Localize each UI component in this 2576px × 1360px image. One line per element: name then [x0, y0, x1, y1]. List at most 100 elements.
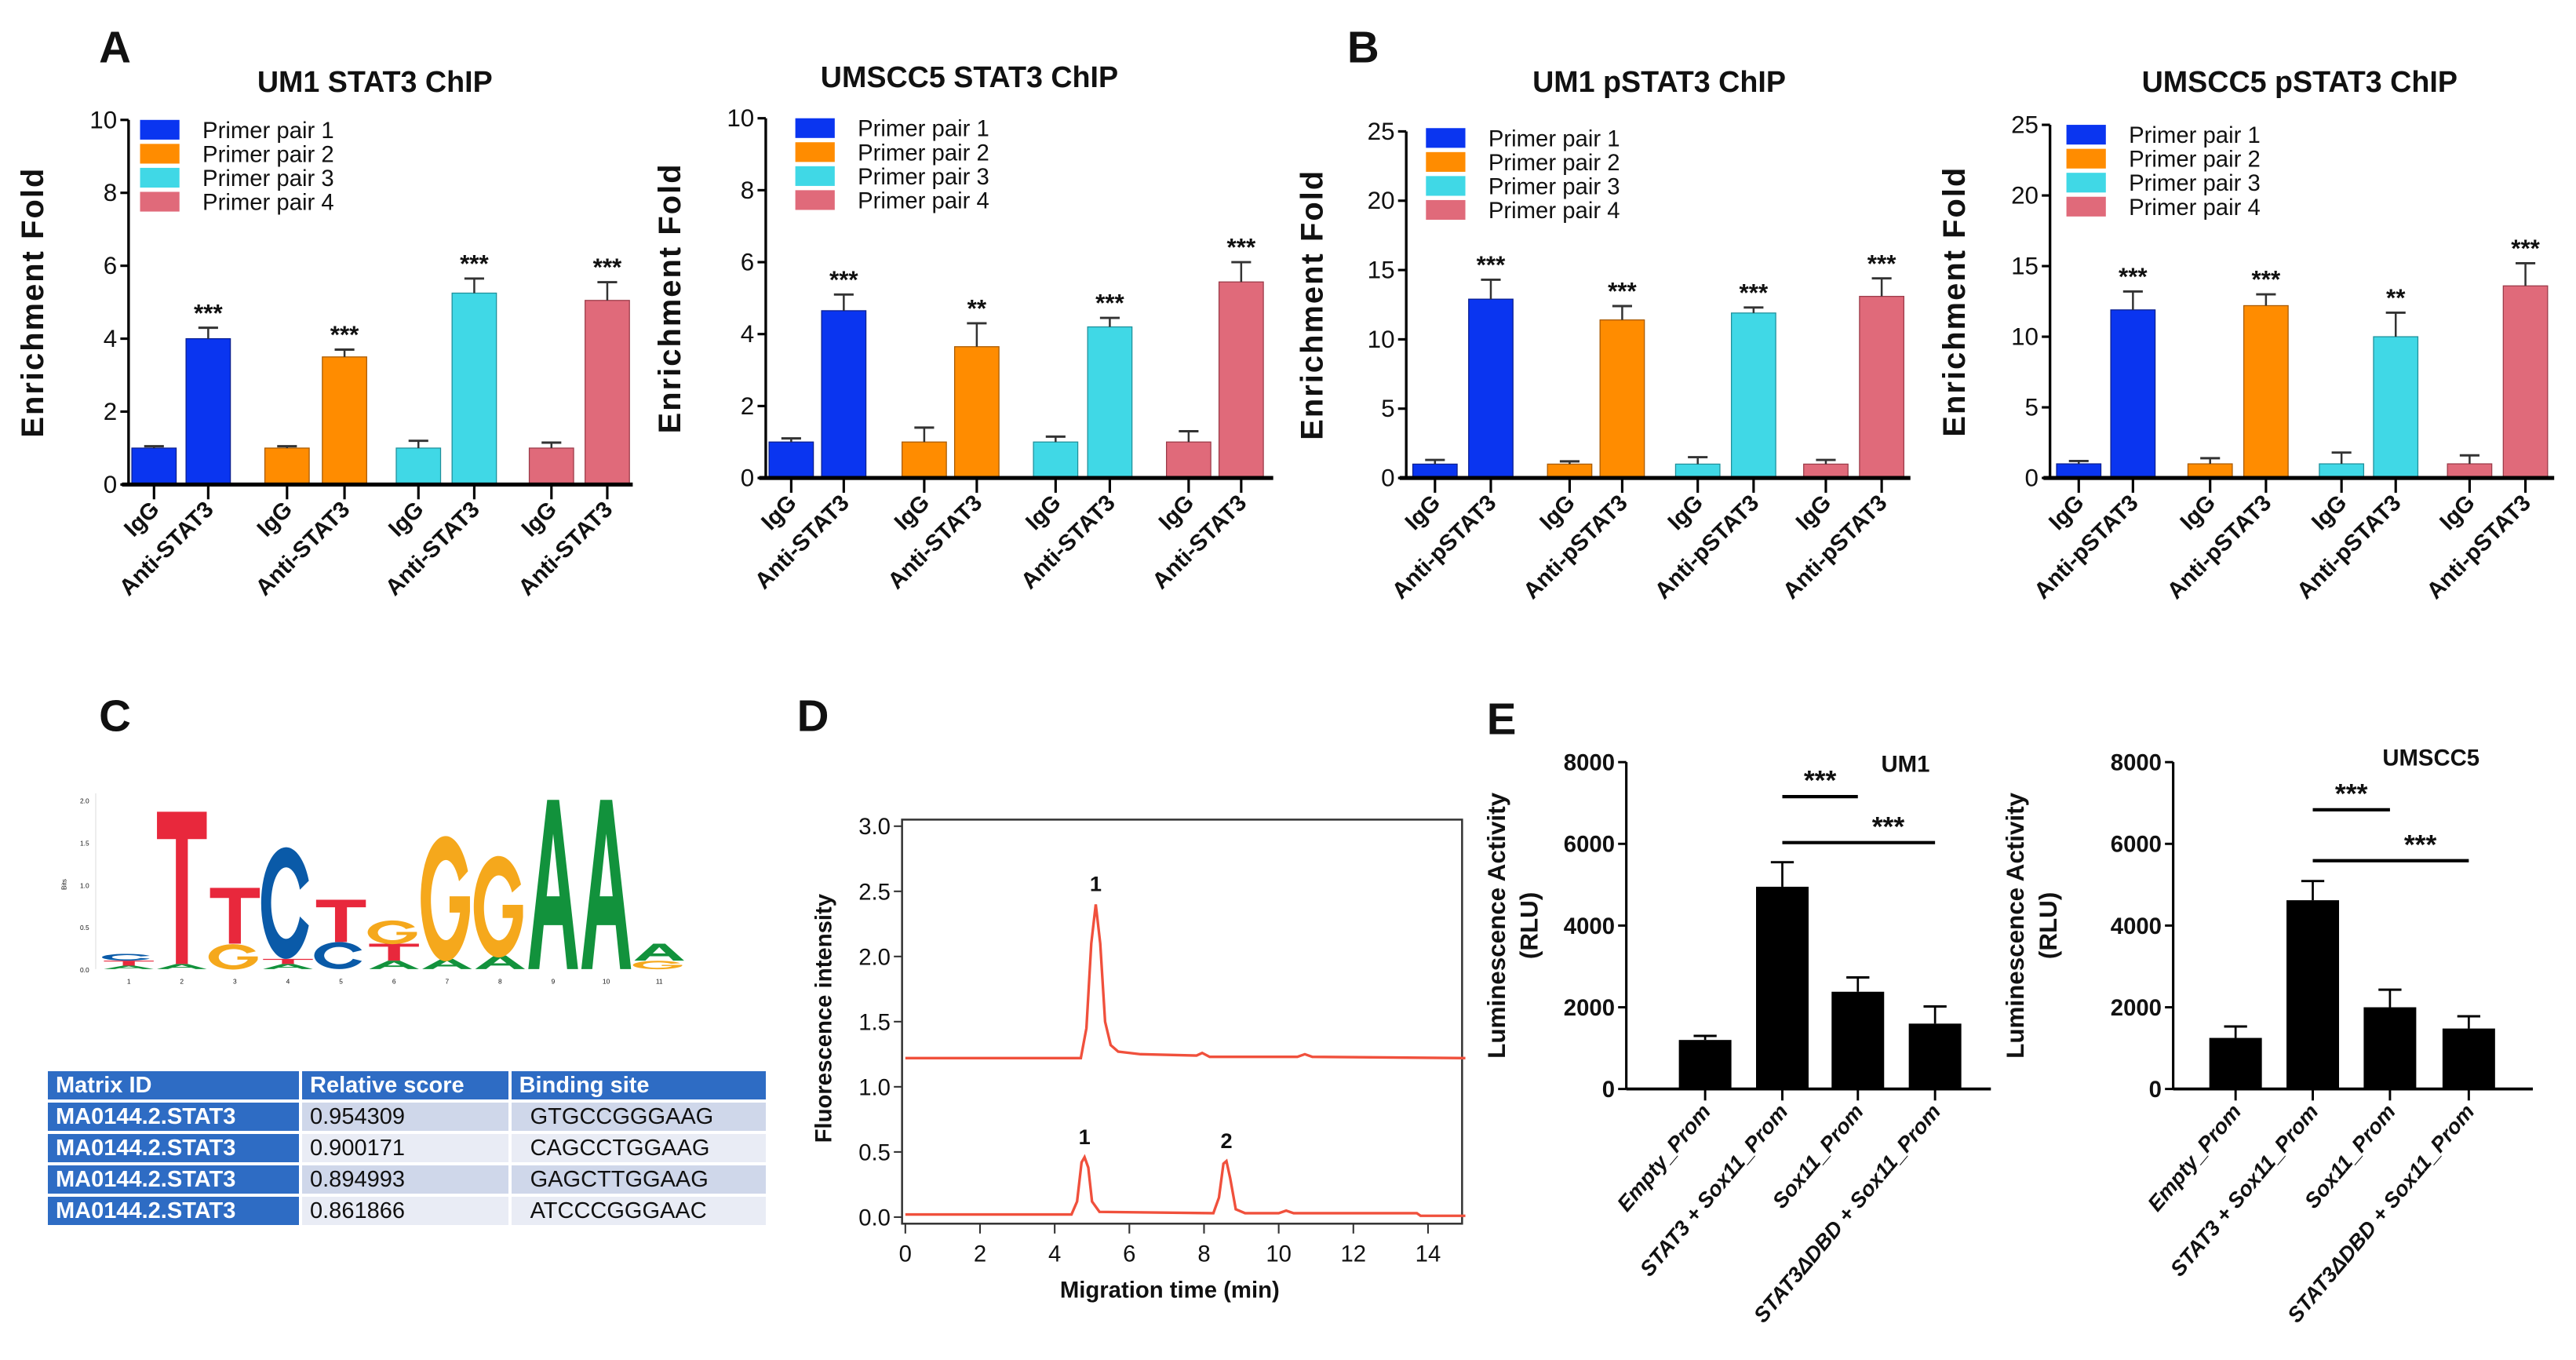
x-tick-label: IgG — [2044, 490, 2090, 535]
table-row: MA0144.2.STAT3 0.894993 GAGCTTGGAAG — [48, 1165, 766, 1194]
legend-swatch — [2066, 125, 2106, 145]
significance-label: *** — [1872, 811, 1905, 842]
legend-label: Primer pair 3 — [858, 164, 989, 190]
bar — [2286, 900, 2340, 1089]
binding-site-cell: CAGCCTGGAAG — [511, 1134, 766, 1162]
bar-igg-primer-pair-3 — [395, 447, 442, 486]
y-tick-label: 25 — [1368, 118, 1395, 145]
logo-position-label: 5 — [339, 978, 343, 986]
significance-label: *** — [1095, 290, 1124, 317]
x-tick-label: IgG — [2435, 490, 2480, 535]
logo-letter-c — [314, 942, 363, 969]
binding-site-cell: GTGCCGGGAAG — [511, 1103, 766, 1131]
header-matrix-id: Matrix ID — [48, 1071, 299, 1099]
x-tick-label: IgG — [252, 497, 297, 542]
logo-letter-g — [632, 961, 683, 970]
x-tick-label: IgG — [1021, 490, 1066, 535]
logo-y-tick: 1.5 — [80, 839, 89, 847]
motif-table: Matrix ID Relative score Binding site MA… — [45, 1068, 769, 1228]
bar-igg-primer-pair-4 — [1803, 463, 1849, 479]
table-row: MA0144.2.STAT3 0.954309 GTGCCGGGAAG — [48, 1103, 766, 1131]
chip-chart-2: UMSCC5 STAT3 ChIP Enrichment Fold 0 2 4 6 8 10 I… — [653, 60, 1273, 594]
x-tick-label: IgG — [1535, 490, 1580, 535]
significance-label: *** — [1804, 765, 1837, 797]
y-tick-label: 10 — [1368, 326, 1395, 353]
y-axis-label: Luminescence Activity — [2002, 792, 2029, 1058]
x-tick-label: IgG — [384, 497, 429, 542]
x-tick-label: 8 — [1197, 1241, 1210, 1267]
bar-anti-primer-pair-4 — [1859, 296, 1905, 479]
y-tick-label: 6 — [104, 252, 117, 279]
x-tick-label: IgG — [516, 497, 562, 542]
bar-anti-primer-pair-3 — [451, 292, 497, 486]
table-row: MA0144.2.STAT3 0.900171 CAGCCTGGAAG — [48, 1134, 766, 1162]
bar-anti-primer-pair-3 — [2373, 336, 2419, 479]
x-tick-label: IgG — [1663, 490, 1708, 535]
y-tick-label: 10 — [727, 104, 754, 132]
y-tick-label: 0 — [741, 465, 754, 492]
legend-label: Primer pair 2 — [858, 140, 989, 166]
logo-letter-g — [421, 836, 470, 961]
bar-igg-primer-pair-3 — [1674, 463, 1721, 479]
y-tick-label: 20 — [1368, 187, 1395, 214]
legend-swatch — [2066, 173, 2106, 193]
y-tick-label: 2 — [741, 392, 754, 420]
plot-frame — [901, 819, 1463, 1225]
x-axis-label: Migration time (min) — [1060, 1277, 1280, 1303]
bar-anti-primer-pair-2 — [322, 356, 367, 486]
bar-anti-primer-pair-2 — [1599, 319, 1645, 479]
logo-y-tick: 2.0 — [80, 797, 89, 804]
header-relative-score: Relative score — [302, 1071, 508, 1099]
bar-igg-primer-pair-4 — [528, 447, 574, 486]
x-tick-label: IgG — [756, 490, 802, 535]
significance-label: *** — [1227, 234, 1256, 261]
y-tick-label: 0 — [104, 471, 117, 498]
logo-position-label: 8 — [498, 978, 502, 986]
legend-label: Primer pair 2 — [2129, 147, 2261, 173]
bar — [1831, 991, 1885, 1089]
legend-swatch — [1426, 128, 1466, 148]
trace-upper — [905, 904, 1466, 1060]
panel-label-a: A — [99, 23, 131, 72]
y-tick-label: 6000 — [2111, 832, 2162, 858]
legend-label: Primer pair 2 — [1488, 150, 1620, 176]
logo-letter-a — [528, 800, 578, 969]
x-tick-label: 0 — [899, 1241, 912, 1267]
x-tick-label: IgG — [2307, 490, 2352, 535]
logo-letter-a — [369, 961, 419, 969]
y-tick-label: 6000 — [1564, 832, 1615, 858]
legend-swatch — [140, 191, 180, 212]
panel-label-e: E — [1487, 695, 1517, 744]
bar-igg-primer-pair-1 — [131, 447, 177, 486]
bar-anti-primer-pair-4 — [2502, 285, 2549, 479]
x-tick-label: 12 — [1341, 1241, 1367, 1267]
x-tick-label: 10 — [1266, 1241, 1292, 1267]
bar — [2363, 1007, 2417, 1089]
logo-position-label: 7 — [445, 978, 449, 986]
chart-title: UM1 STAT3 ChIP — [257, 65, 493, 98]
bar-anti-primer-pair-1 — [2110, 309, 2156, 479]
y-tick-label: 2.5 — [858, 879, 891, 905]
logo-y-label: Bits — [60, 879, 67, 890]
y-tick-label: 2.0 — [858, 944, 891, 970]
y-tick-label: 4000 — [2111, 913, 2162, 939]
x-tick-label: 14 — [1416, 1241, 1441, 1267]
y-axis-label: Fluorescence intensity — [811, 893, 837, 1143]
y-tick-label: 5 — [2025, 394, 2039, 421]
legend-swatch — [1426, 151, 1466, 172]
significance-label: *** — [460, 250, 489, 278]
significance-label: *** — [2511, 235, 2540, 262]
y-axis-label: Luminescence Activity — [1483, 792, 1510, 1058]
logo-letter-t — [263, 958, 313, 964]
logo-letter-c — [102, 953, 150, 961]
legend-swatch — [2066, 148, 2106, 169]
legend-label: Primer pair 1 — [2129, 122, 2261, 148]
y-tick-label: 8 — [104, 179, 117, 206]
sequence-logo: 2.0 1.5 1.0 0.5 0.0 Bits 1 2 3 4 5 6 7 8 9 10 11 — [60, 793, 684, 986]
bar-igg-primer-pair-1 — [1412, 463, 1458, 479]
logo-letter-a — [634, 943, 684, 961]
y-axis-label: Enrichment Fold — [1295, 170, 1329, 440]
bar — [2442, 1028, 2495, 1089]
legend-swatch — [795, 190, 835, 210]
bar-igg-primer-pair-4 — [1165, 441, 1211, 479]
